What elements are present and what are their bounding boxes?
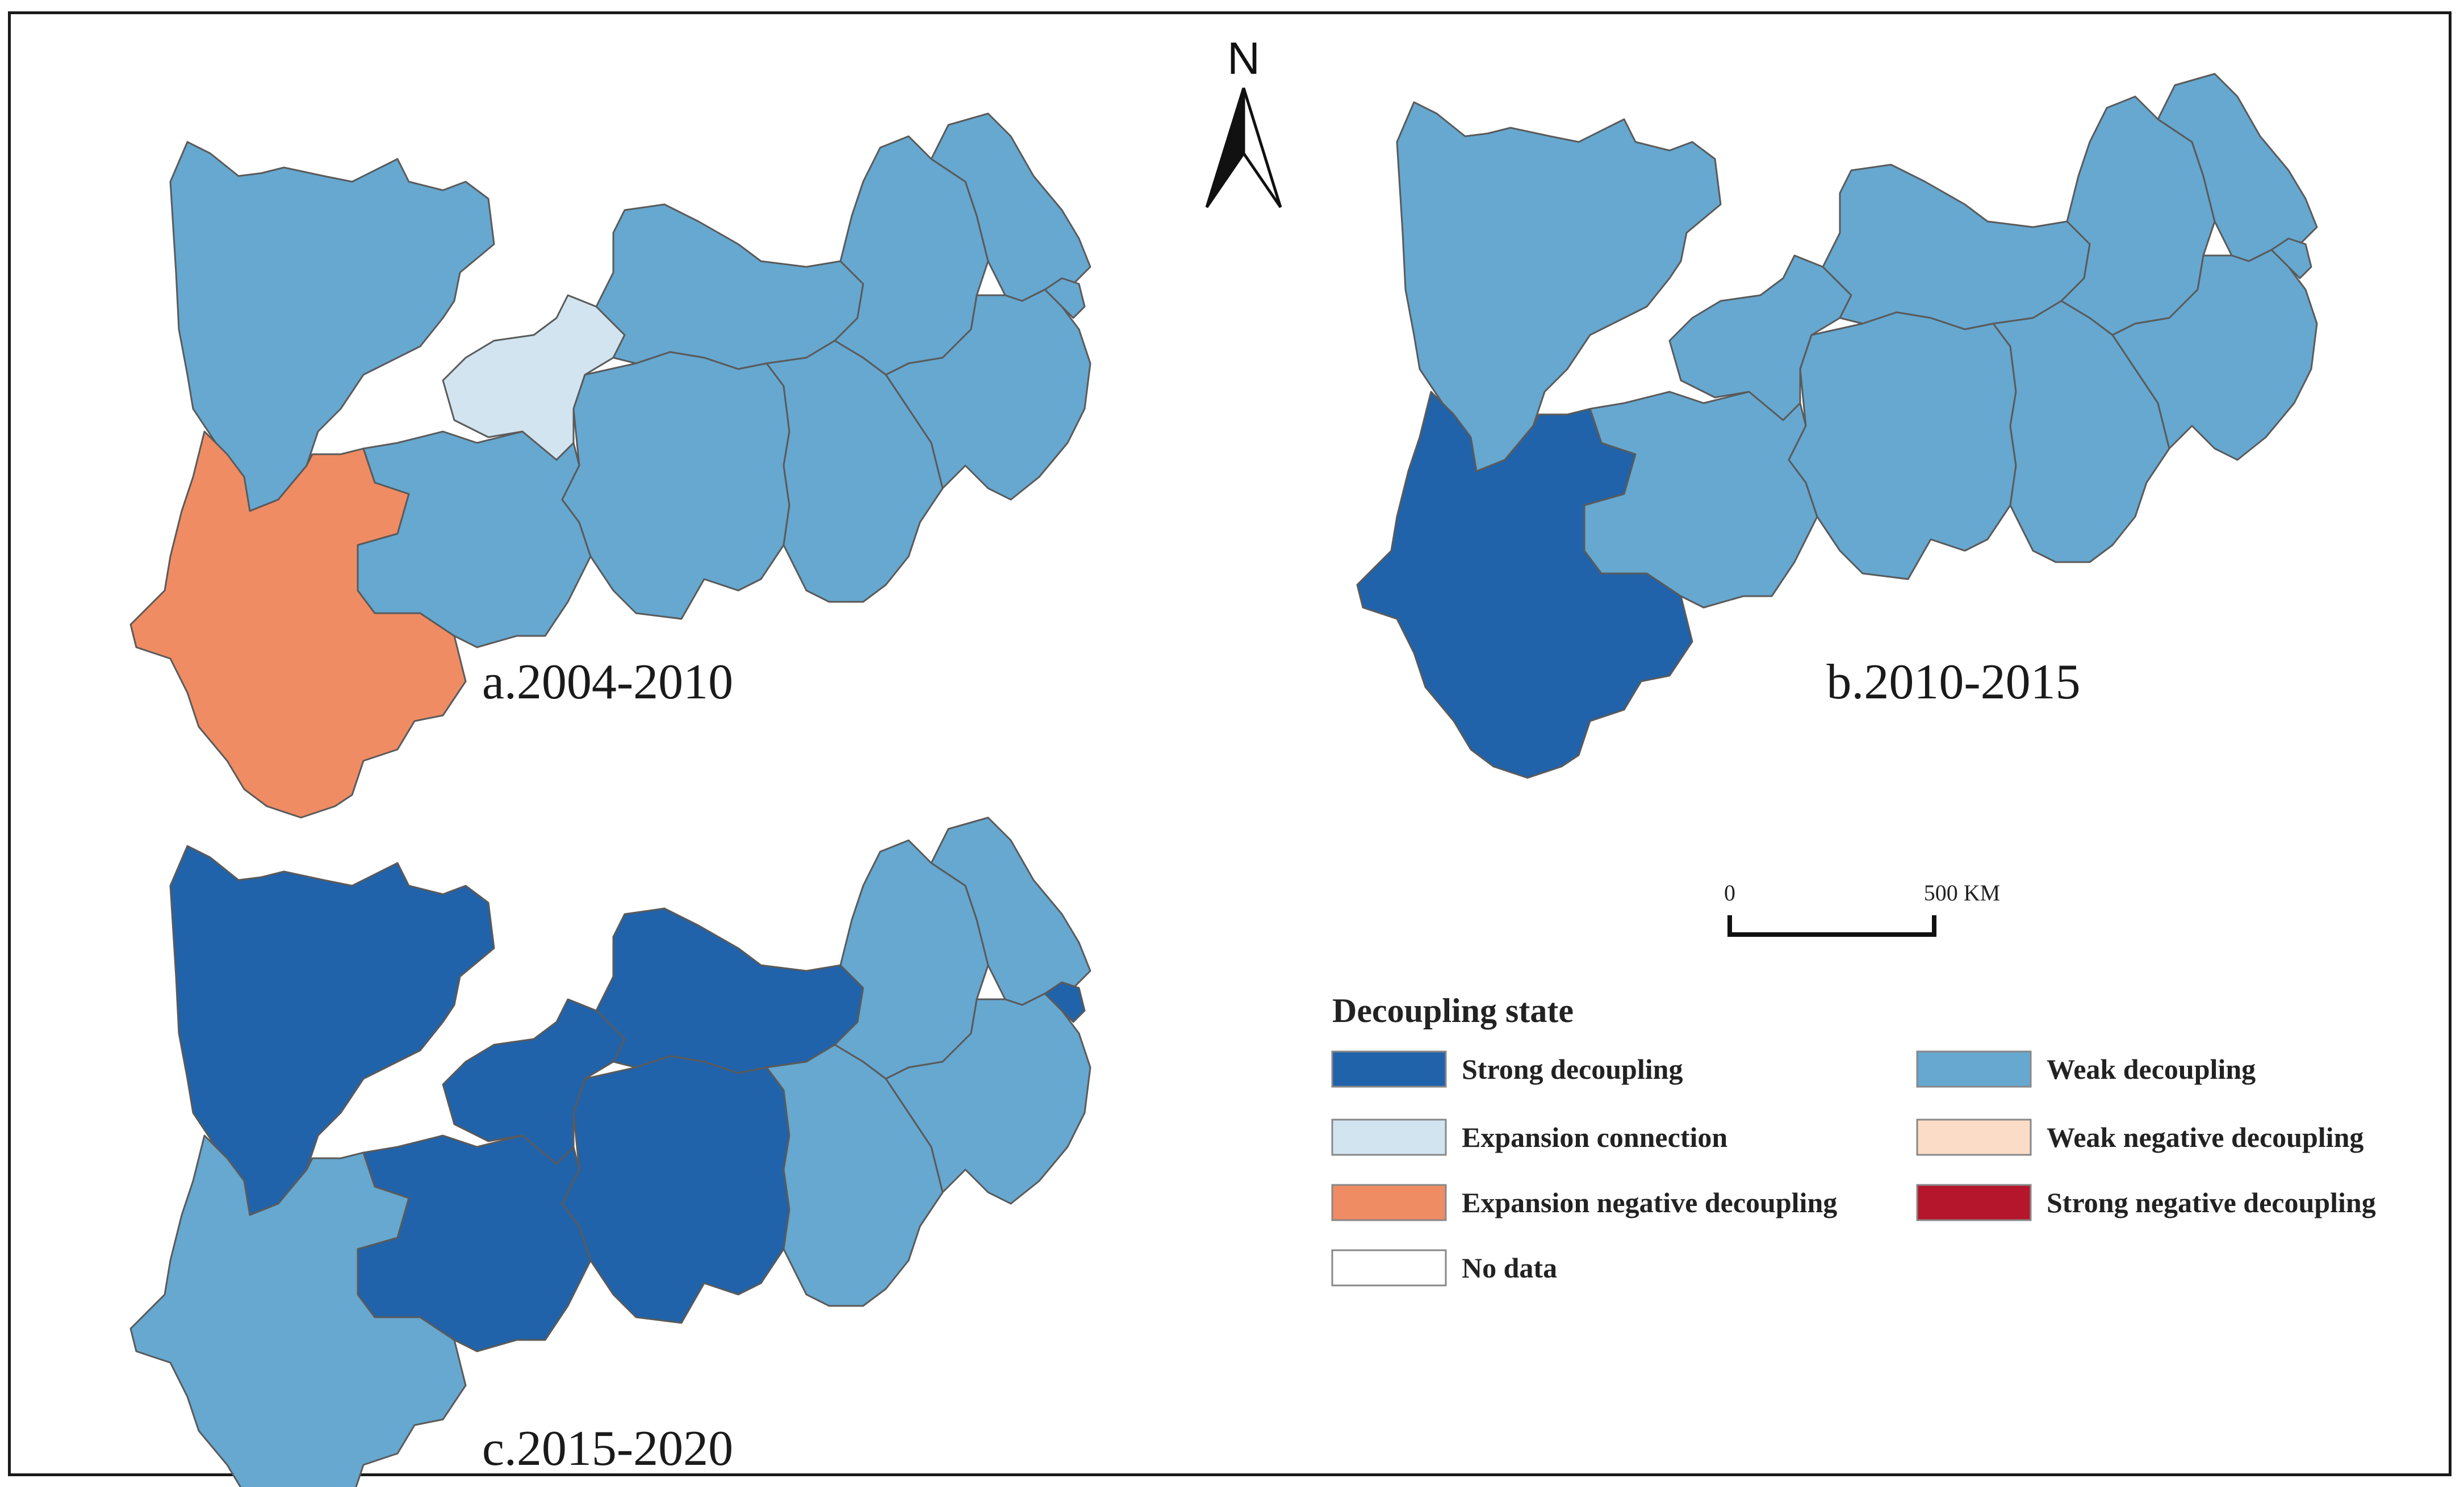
- province-shanghai-a: [1044, 277, 1086, 319]
- province-hunan-a: [561, 351, 790, 620]
- north-arrow: N: [1205, 33, 1282, 208]
- map-caption-c: c.2015-2020: [482, 1421, 733, 1476]
- legend-swatch: [1916, 1184, 2032, 1221]
- province-hunan-c: [561, 1055, 790, 1324]
- province-yunnan-c: [129, 1134, 467, 1487]
- map-panel-c: [129, 816, 1091, 1487]
- legend-item-weak-decoupling: Weak decoupling: [1916, 1050, 2256, 1088]
- legend-label: Strong decoupling: [1462, 1053, 1683, 1085]
- legend-title: Decoupling state: [1332, 992, 1574, 1029]
- province-shanghai-c: [1044, 981, 1086, 1023]
- legend-item-expansion-negative-decoupling: Expansion negative decoupling: [1331, 1184, 1837, 1221]
- province-shanghai-b: [2270, 237, 2312, 279]
- province-jiangsu-a: [930, 112, 1091, 302]
- legend-item-strong-negative-decoupling: Strong negative decoupling: [1916, 1184, 2376, 1221]
- province-hubei-c: [595, 907, 864, 1074]
- legend-label: Expansion connection: [1462, 1121, 1727, 1153]
- legend-item-strong-decoupling: Strong decoupling: [1331, 1050, 1683, 1088]
- province-zhejiang-c: [885, 992, 1091, 1205]
- province-yunnan-a: [129, 430, 467, 819]
- legend-item-no-data: No data: [1331, 1249, 1557, 1287]
- north-arrow-icon: [1205, 87, 1282, 208]
- legend-swatch: [1916, 1050, 2032, 1088]
- province-zhejiang-a: [885, 288, 1091, 501]
- map-caption-a: a.2004-2010: [482, 655, 733, 710]
- legend-swatch: [1331, 1249, 1447, 1287]
- province-guizhou-a: [357, 430, 592, 648]
- scale-bar: 0 500 KM: [1724, 880, 2000, 937]
- legend-swatch: [1916, 1119, 2032, 1156]
- scale-end-label: 500 KM: [1924, 880, 2000, 906]
- legend-label: Weak decoupling: [2047, 1053, 2256, 1085]
- scale-start-label: 0: [1724, 880, 1735, 906]
- map-panel-a: [129, 112, 1091, 819]
- legend-swatch: [1331, 1119, 1447, 1156]
- map-panel-b: [1356, 73, 2318, 779]
- province-sichuan-b: [1396, 101, 1722, 472]
- legend-swatch: [1331, 1050, 1447, 1088]
- legend-label: Expansion negative decoupling: [1462, 1187, 1837, 1218]
- figure-frame: [8, 11, 2452, 1476]
- north-label: N: [1227, 33, 1260, 83]
- province-yunnan-b: [1356, 391, 1693, 779]
- map-caption-b: b.2010-2015: [1826, 655, 2080, 710]
- legend-swatch: [1331, 1184, 1447, 1221]
- legend-label: No data: [1462, 1252, 1557, 1284]
- province-hubei-a: [595, 203, 864, 370]
- province-jiangsu-c: [930, 816, 1091, 1006]
- legend-item-weak-negative-decoupling: Weak negative decoupling: [1916, 1119, 2363, 1156]
- legend-label: Strong negative decoupling: [2047, 1187, 2376, 1218]
- province-guizhou-c: [357, 1134, 592, 1352]
- province-sichuan-c: [169, 845, 495, 1216]
- legend-label: Weak negative decoupling: [2047, 1121, 2363, 1153]
- province-guizhou-b: [1583, 391, 1818, 609]
- province-hunan-b: [1788, 311, 2017, 580]
- legend: Decoupling state Strong decoupling Weak d…: [1331, 992, 2376, 1287]
- province-zhejiang-b: [2111, 249, 2318, 461]
- province-hubei-b: [1822, 164, 2091, 330]
- legend-item-expansion-connection: Expansion connection: [1331, 1119, 1727, 1156]
- province-sichuan-a: [169, 141, 495, 512]
- province-jiangsu-b: [2157, 73, 2318, 262]
